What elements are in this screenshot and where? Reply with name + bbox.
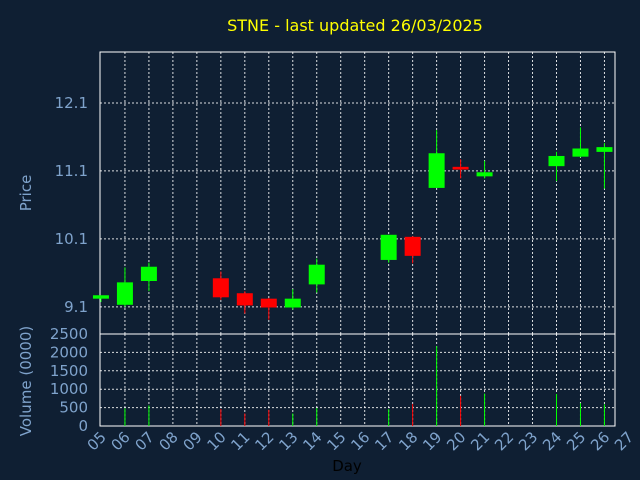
candle-body <box>452 166 469 170</box>
x-axis-label: Day <box>332 457 362 475</box>
x-tick-label: 08 <box>155 428 181 454</box>
x-tick-label: 17 <box>371 428 397 454</box>
x-tick-label: 20 <box>443 428 469 454</box>
candle-body <box>236 293 253 306</box>
candle-body <box>212 278 229 298</box>
x-tick-label: 22 <box>491 428 517 454</box>
x-tick-label: 12 <box>251 428 277 454</box>
x-tick-label: 18 <box>395 428 421 454</box>
candle-body <box>260 298 277 308</box>
x-tick-label: 21 <box>467 428 493 454</box>
volume-bars <box>124 346 605 426</box>
volume-grid <box>100 334 615 426</box>
x-tick-label: 24 <box>539 428 565 454</box>
candle-body <box>476 172 493 177</box>
candle-body <box>404 236 421 256</box>
candle-body <box>596 147 613 152</box>
x-tick-label: 19 <box>419 428 445 454</box>
x-tick-label: 14 <box>299 428 325 454</box>
price-grid <box>100 52 615 334</box>
x-tick-label: 06 <box>108 428 134 454</box>
price-tick-label: 11.1 <box>55 162 88 180</box>
volume-tick-label: 2500 <box>50 325 88 343</box>
candle-body <box>572 148 589 157</box>
price-y-ticks: 9.1 10.1 11.1 12.1 <box>55 94 88 316</box>
x-tick-label: 13 <box>275 428 301 454</box>
volume-tick-label: 1500 <box>50 362 88 380</box>
volume-panel-frame <box>99 333 616 427</box>
x-tick-label: 27 <box>611 428 637 454</box>
x-tick-label: 16 <box>347 428 373 454</box>
candle-body <box>284 298 301 308</box>
candle-body <box>140 266 157 281</box>
x-tick-label: 23 <box>515 428 541 454</box>
x-tick-label: 10 <box>203 428 229 454</box>
volume-tick-label: 2000 <box>50 343 88 361</box>
price-axis-label: Price <box>17 175 35 212</box>
candle-body <box>380 234 397 260</box>
volume-tick-label: 500 <box>59 399 88 417</box>
candle-body <box>308 264 325 285</box>
x-tick-labels: 0506070809101112131415161718192021222324… <box>84 428 638 454</box>
price-tick-label: 10.1 <box>55 230 88 248</box>
x-tick-label: 07 <box>132 428 158 454</box>
x-tick-label: 09 <box>179 428 205 454</box>
volume-axis-label: Volume (0000) <box>17 326 35 436</box>
x-tick-label: 25 <box>563 428 589 454</box>
candle-body <box>428 153 445 188</box>
volume-tick-label: 0 <box>78 417 88 435</box>
candle-body <box>548 155 565 167</box>
x-tick-label: 26 <box>587 428 613 454</box>
price-candles <box>92 127 613 320</box>
volume-tick-label: 1000 <box>50 380 88 398</box>
price-panel-frame <box>99 51 616 335</box>
x-tick-label: 15 <box>323 428 349 454</box>
price-tick-label: 12.1 <box>55 94 88 112</box>
x-tick-label: 11 <box>227 428 253 454</box>
chart-title: STNE - last updated 26/03/2025 <box>227 16 483 35</box>
candle-body <box>92 295 109 299</box>
candle-body <box>116 282 133 305</box>
price-tick-label: 9.1 <box>64 298 88 316</box>
